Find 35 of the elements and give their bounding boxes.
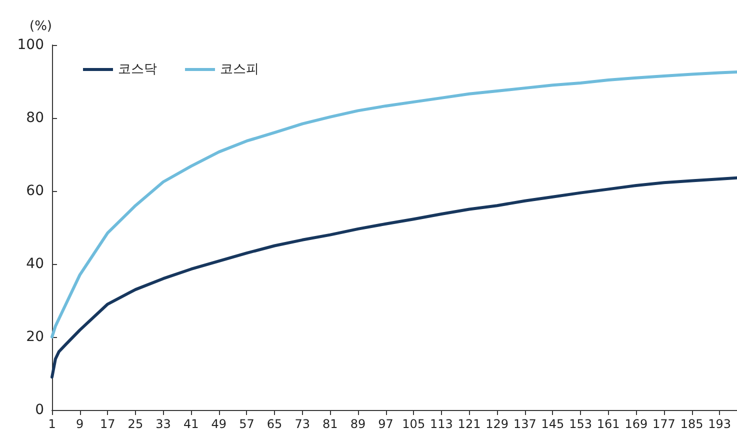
y-tick-label: 0 [35,402,44,418]
x-tick-label: 129 [486,417,509,431]
x-tick-label: 145 [541,417,564,431]
x-tick-label: 25 [128,417,144,431]
y-tick-label: 80 [26,110,44,126]
x-tick-label: 105 [402,417,426,431]
x-tick-label: 17 [100,417,116,431]
x-tick-label: 97 [378,417,394,431]
x-tick-label: 9 [76,417,84,431]
x-tick-label: 153 [569,417,592,431]
x-tick-label: 33 [156,417,171,431]
x-tick-label: 49 [211,417,227,431]
x-tick-label: 89 [350,417,366,431]
legend-label: 코스피 [220,62,259,77]
x-tick-label: 113 [430,417,453,431]
x-tick-label: 73 [294,417,310,431]
y-tick-label: 100 [17,37,44,53]
y-tick-label: 60 [26,183,44,199]
x-tick-label: 177 [652,417,676,431]
x-tick-label: 41 [183,417,199,431]
x-tick-label: 81 [322,417,338,431]
x-tick-label: 137 [513,417,536,431]
x-tick-label: 121 [458,417,481,431]
x-tick-label: 185 [680,417,704,431]
y-axis-title: (%) [30,19,52,34]
y-tick-label: 40 [26,256,44,272]
line-series [50,176,737,379]
x-tick-label: 1 [48,417,56,431]
x-tick-label: 169 [624,417,648,431]
x-tick-label: 161 [596,417,620,431]
x-tick-label: 65 [266,417,282,431]
y-tick-label: 20 [26,329,44,345]
x-tick-label: 193 [708,417,732,431]
x-tick-label: 57 [239,417,254,431]
legend-label: 코스닥 [118,62,157,77]
